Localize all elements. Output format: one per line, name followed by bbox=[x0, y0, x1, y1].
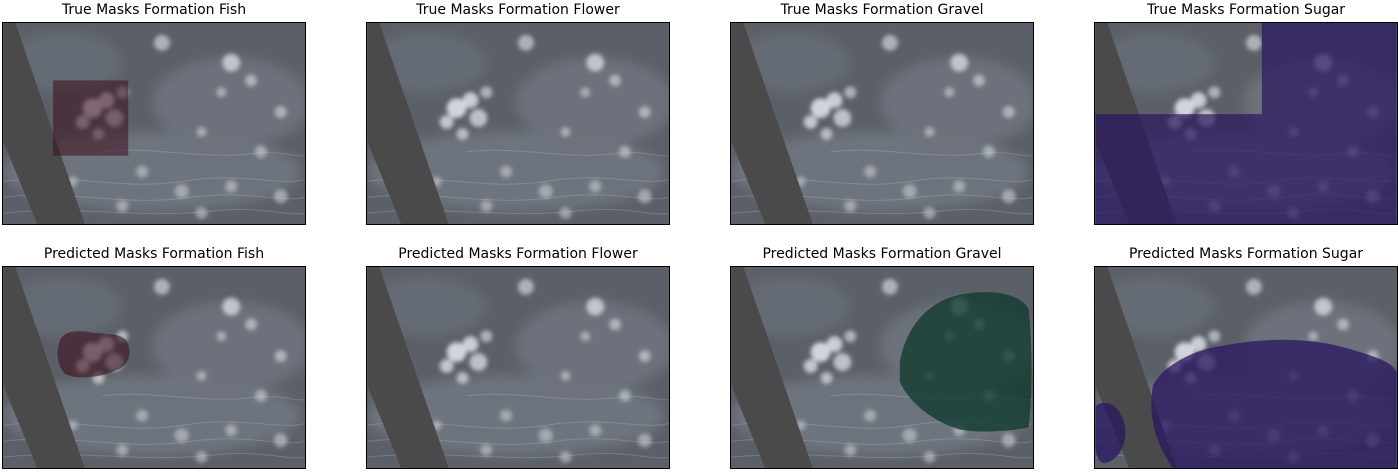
panel-title-true-flower: True Masks Formation Flower bbox=[416, 2, 620, 18]
satellite-image bbox=[367, 23, 669, 224]
satellite-image bbox=[3, 23, 305, 224]
satellite-image bbox=[1095, 267, 1397, 468]
mask-sugar-pred bbox=[1151, 339, 1397, 468]
image-panel-pred-gravel bbox=[730, 266, 1034, 469]
panel-title-pred-flower: Predicted Masks Formation Flower bbox=[398, 246, 638, 262]
image-panel-pred-flower bbox=[366, 266, 670, 469]
satellite-image bbox=[3, 267, 305, 468]
satellite-image bbox=[731, 267, 1033, 468]
mask-fish-true bbox=[53, 80, 129, 156]
image-panel-pred-fish bbox=[2, 266, 306, 469]
panel-title-true-fish: True Masks Formation Fish bbox=[61, 2, 247, 18]
mask-fish-pred bbox=[57, 331, 130, 378]
panel-title-true-sugar: True Masks Formation Sugar bbox=[1146, 2, 1346, 18]
image-panel-true-fish bbox=[2, 22, 306, 225]
panel-title-pred-gravel: Predicted Masks Formation Gravel bbox=[762, 246, 1002, 262]
panel-title-pred-sugar: Predicted Masks Formation Sugar bbox=[1128, 246, 1364, 262]
mask-sugar-pred-secondary bbox=[1095, 402, 1126, 464]
mask-sugar-true bbox=[1095, 23, 1397, 224]
mask-gravel-pred bbox=[899, 292, 1032, 432]
panel-title-true-gravel: True Masks Formation Gravel bbox=[780, 2, 984, 18]
satellite-image bbox=[367, 267, 669, 468]
image-panel-true-flower bbox=[366, 22, 670, 225]
panel-title-pred-fish: Predicted Masks Formation Fish bbox=[43, 246, 265, 262]
image-panel-pred-sugar bbox=[1094, 266, 1398, 469]
satellite-image bbox=[1095, 23, 1397, 224]
image-panel-true-sugar bbox=[1094, 22, 1398, 225]
satellite-image bbox=[731, 23, 1033, 224]
image-panel-true-gravel bbox=[730, 22, 1034, 225]
